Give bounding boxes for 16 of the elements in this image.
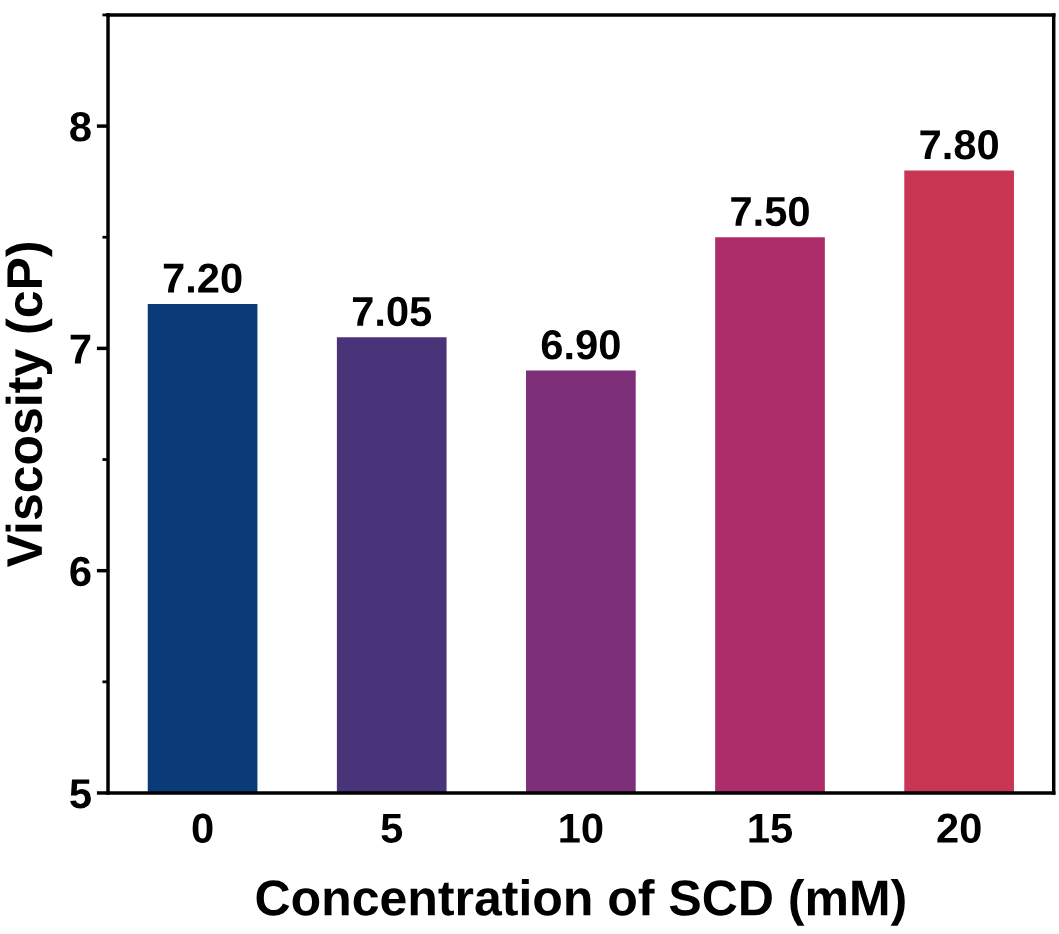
y-tick-label: 6	[70, 556, 91, 587]
x-tick-label: 20	[937, 813, 981, 844]
data-label: 7.80	[920, 130, 998, 160]
y-tick-label: 8	[70, 112, 91, 142]
x-tick-label: 15	[749, 813, 793, 844]
x-axis-title: Concentration of SCD (mM)	[256, 879, 905, 926]
y-tick-label: 7	[70, 334, 91, 364]
x-tick-label: 10	[560, 813, 603, 844]
data-label: 7.20	[163, 263, 242, 293]
x-tick-label: 0	[192, 813, 213, 844]
data-label: 6.90	[541, 330, 620, 360]
data-label: 7.50	[731, 196, 809, 227]
y-axis-title: Viscosity (cP)	[5, 242, 53, 568]
data-label: 7.05	[352, 296, 432, 327]
y-tick-label: 5	[70, 779, 91, 809]
x-tick-label: 5	[381, 813, 403, 844]
